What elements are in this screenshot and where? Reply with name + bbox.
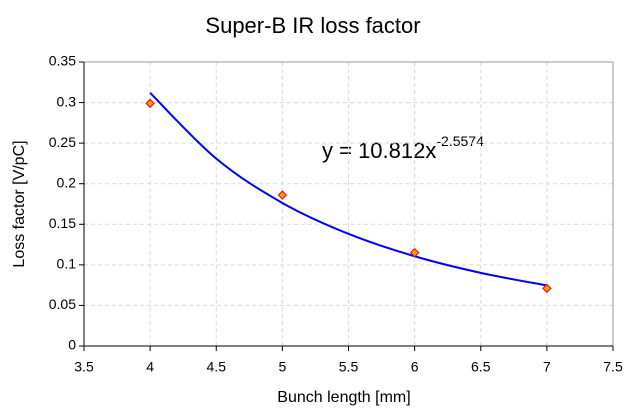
x-tick-label: 3.5 bbox=[74, 359, 94, 375]
chart-title: Super-B IR loss factor bbox=[205, 13, 420, 38]
x-tick-label: 4 bbox=[146, 359, 154, 375]
data-point bbox=[277, 190, 288, 200]
x-tick-label: 5 bbox=[278, 359, 286, 375]
equation-text: y = 10.812x bbox=[322, 138, 436, 163]
y-tick-label: 0.3 bbox=[57, 93, 77, 109]
equation: y = 10.812x-2.5574 bbox=[322, 133, 484, 163]
data-point bbox=[409, 247, 420, 258]
x-tick-label: 5.5 bbox=[339, 359, 359, 375]
x-axis-label: Bunch length [mm] bbox=[277, 389, 410, 406]
y-tick-label: 0.05 bbox=[49, 296, 76, 312]
x-tick-label: 6.5 bbox=[471, 359, 491, 375]
x-tick-label: 4.5 bbox=[207, 359, 227, 375]
y-axis-label: Loss factor [V/pC] bbox=[11, 140, 28, 267]
y-tick-label: 0.2 bbox=[57, 174, 77, 190]
data-point bbox=[145, 98, 155, 109]
x-tick-label: 6 bbox=[411, 359, 419, 375]
y-tick-label: 0.15 bbox=[49, 215, 76, 231]
x-tick-label: 7 bbox=[543, 359, 551, 375]
y-tick-label: 0.1 bbox=[57, 256, 77, 272]
equation-exponent: -2.5574 bbox=[436, 133, 484, 149]
data-point bbox=[542, 283, 552, 294]
y-tick-label: 0.25 bbox=[49, 134, 76, 150]
trendline bbox=[149, 92, 548, 287]
x-tick-label: 7.5 bbox=[603, 359, 623, 375]
y-tick-label: 0.35 bbox=[49, 53, 76, 69]
y-tick-label: 0 bbox=[68, 337, 76, 353]
